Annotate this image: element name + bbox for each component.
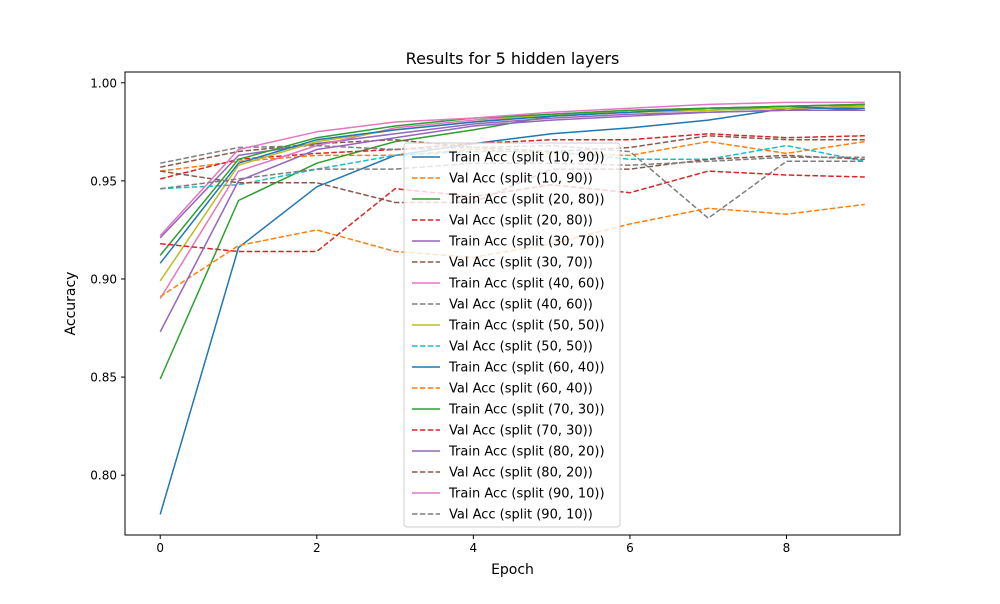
legend-label: Val Acc (split (60, 40)) bbox=[449, 382, 593, 397]
y-axis: 0.80 0.85 0.90 0.95 1.00 bbox=[90, 76, 125, 483]
legend: Train Acc (split (10, 90)) Val Acc (split… bbox=[403, 142, 621, 528]
legend-label: Val Acc (split (40, 60)) bbox=[449, 298, 593, 313]
legend-label: Train Acc (split (60, 40)) bbox=[448, 361, 605, 376]
series-line-1 bbox=[159, 107, 865, 515]
legend-label: Val Acc (split (70, 30)) bbox=[449, 424, 593, 439]
series-line-15 bbox=[159, 109, 865, 333]
legend-label: Val Acc (split (50, 50)) bbox=[449, 340, 593, 355]
y-tick-label: 0.80 bbox=[90, 469, 117, 483]
legend-label: Train Acc (split (70, 30)) bbox=[448, 403, 605, 418]
legend-label: Val Acc (split (10, 90)) bbox=[449, 172, 593, 187]
series-line-9 bbox=[159, 105, 865, 282]
legend-box bbox=[403, 142, 621, 528]
y-tick-label: 0.90 bbox=[90, 272, 117, 286]
x-axis-label: Epoch bbox=[491, 562, 534, 578]
x-tick-label: 6 bbox=[626, 541, 634, 555]
x-tick-label: 0 bbox=[156, 541, 164, 555]
series-line-8 bbox=[160, 144, 865, 219]
legend-label: Train Acc (split (20, 80)) bbox=[448, 193, 605, 208]
legend-label: Train Acc (split (90, 10)) bbox=[448, 487, 605, 502]
x-axis: 0 2 4 6 8 bbox=[156, 535, 790, 555]
legend-label: Train Acc (split (30, 70)) bbox=[448, 235, 605, 250]
series-line-13 bbox=[159, 103, 865, 256]
series-line-18 bbox=[160, 156, 865, 190]
legend-label: Train Acc (split (40, 60)) bbox=[448, 277, 605, 292]
legend-label: Val Acc (split (80, 20)) bbox=[449, 466, 593, 481]
legend-label: Train Acc (split (50, 50)) bbox=[448, 319, 605, 334]
x-tick-label: 8 bbox=[783, 541, 791, 555]
series-line-4 bbox=[160, 133, 865, 180]
y-axis-label: Accuracy bbox=[63, 272, 79, 336]
series-line-2 bbox=[160, 140, 865, 172]
y-tick-label: 1.00 bbox=[90, 76, 117, 90]
legend-label: Train Acc (split (80, 20)) bbox=[448, 445, 605, 460]
y-tick-label: 0.95 bbox=[90, 174, 117, 188]
y-tick-label: 0.85 bbox=[90, 371, 117, 385]
x-tick-label: 2 bbox=[313, 541, 321, 555]
legend-label: Train Acc (split (10, 90)) bbox=[448, 151, 605, 166]
series-line-17 bbox=[159, 101, 865, 237]
x-tick-label: 4 bbox=[470, 541, 478, 555]
legend-label: Val Acc (split (90, 10)) bbox=[449, 508, 593, 523]
plot-frame bbox=[124, 71, 901, 536]
legend-label: Val Acc (split (20, 80)) bbox=[449, 214, 593, 229]
series-line-6 bbox=[160, 135, 865, 168]
legend-label: Val Acc (split (30, 70)) bbox=[449, 256, 593, 271]
chart-title: Results for 5 hidden layers bbox=[406, 49, 620, 68]
